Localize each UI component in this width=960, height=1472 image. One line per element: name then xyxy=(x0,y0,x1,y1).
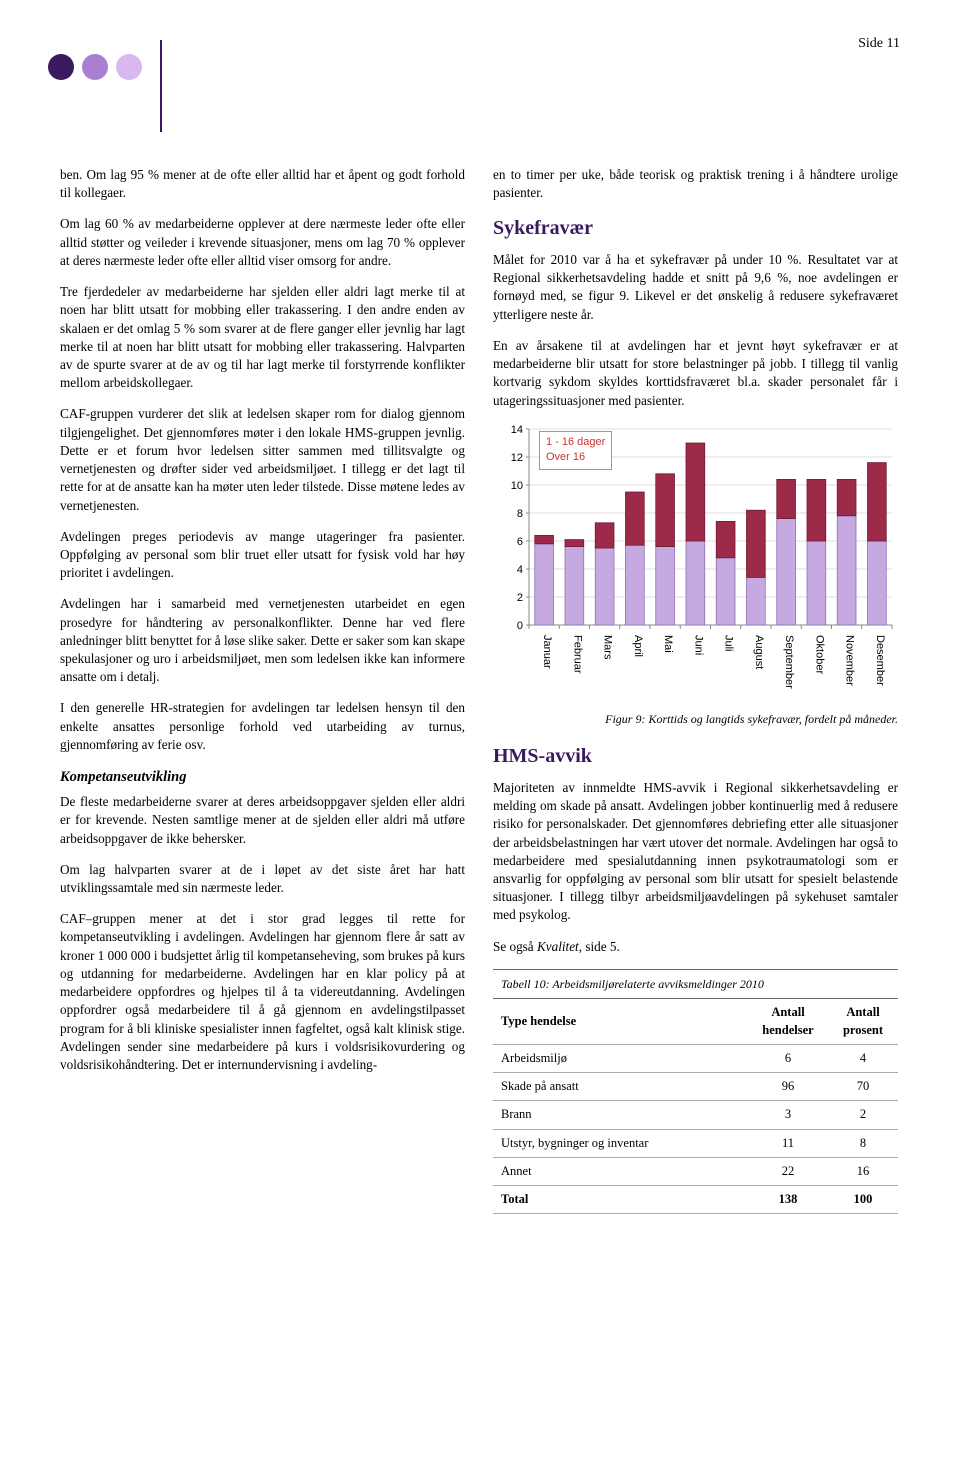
svg-text:0: 0 xyxy=(517,620,523,632)
body-text: Om lag halvparten svarer at de i løpet a… xyxy=(60,861,465,897)
cell-type: Brann xyxy=(493,1101,748,1129)
cell-antall: 22 xyxy=(748,1157,828,1185)
table-row: Arbeidsmiljø64 xyxy=(493,1044,898,1072)
cell-total-antall: 138 xyxy=(748,1186,828,1214)
legend-item-short: 1 - 16 dager xyxy=(546,435,605,450)
svg-text:November: November xyxy=(844,635,856,686)
body-text: Om lag 60 % av medarbeiderne opplever at… xyxy=(60,215,465,270)
col-type: Type hendelse xyxy=(493,999,748,1044)
svg-text:6: 6 xyxy=(517,536,523,548)
svg-text:Juli: Juli xyxy=(723,635,735,652)
body-text: CAF-gruppen vurderer det slik at ledelse… xyxy=(60,405,465,514)
svg-text:Desember: Desember xyxy=(874,635,886,686)
body-text: Avdelingen har i samarbeid med vernetjen… xyxy=(60,595,465,686)
body-text: Avdelingen preges periodevis av mange ut… xyxy=(60,528,465,583)
table-caption: Tabell 10: Arbeidsmiljørelaterte avviksm… xyxy=(493,969,898,1000)
left-column: ben. Om lag 95 % mener at de ofte eller … xyxy=(60,166,465,1214)
svg-text:10: 10 xyxy=(511,480,523,492)
cell-type: Skade på ansatt xyxy=(493,1073,748,1101)
cell-type: Annet xyxy=(493,1157,748,1185)
cell-type: Utstyr, bygninger og inventar xyxy=(493,1129,748,1157)
cell-total-prosent: 100 xyxy=(828,1186,898,1214)
subheading-kompetanse: Kompetanseutvikling xyxy=(60,767,465,787)
svg-text:September: September xyxy=(783,635,795,689)
body-text: Se også Kvalitet, side 5. xyxy=(493,938,898,956)
table-total-row: Total138100 xyxy=(493,1186,898,1214)
cell-prosent: 70 xyxy=(828,1073,898,1101)
dot-3 xyxy=(116,54,142,80)
cell-antall: 3 xyxy=(748,1101,828,1129)
chart-legend: 1 - 16 dager Over 16 xyxy=(539,431,612,470)
svg-text:Mars: Mars xyxy=(602,635,614,660)
sykefravaer-chart: 0 2 4 6 8 10 12 14 Januar Februar Mars April Mai Juni… xyxy=(493,423,898,703)
body-text: ben. Om lag 95 % mener at de ofte eller … xyxy=(60,166,465,202)
heading-hmsavvik: HMS-avvik xyxy=(493,743,898,771)
body-text: en to timer per uke, både teorisk og pra… xyxy=(493,166,898,202)
svg-text:2: 2 xyxy=(517,592,523,604)
body-text: I den generelle HR-strategien for avdeli… xyxy=(60,699,465,754)
legend-item-long: Over 16 xyxy=(546,450,605,465)
dot-1 xyxy=(48,54,74,80)
page-number: Side 11 xyxy=(858,36,900,52)
header-decoration xyxy=(48,54,142,80)
body-text: De fleste medarbeiderne svarer at deres … xyxy=(60,793,465,848)
svg-text:4: 4 xyxy=(517,564,523,576)
cell-prosent: 2 xyxy=(828,1101,898,1129)
svg-text:14: 14 xyxy=(511,424,523,436)
right-column: en to timer per uke, både teorisk og pra… xyxy=(493,166,898,1214)
table-row: Annet2216 xyxy=(493,1157,898,1185)
cell-total-label: Total xyxy=(493,1186,748,1214)
svg-text:8: 8 xyxy=(517,508,523,520)
svg-text:Juni: Juni xyxy=(692,635,704,655)
cell-prosent: 4 xyxy=(828,1044,898,1072)
col-antall: Antall hendelser xyxy=(748,999,828,1044)
table-header-row: Type hendelse Antall hendelser Antall pr… xyxy=(493,999,898,1044)
svg-text:Februar: Februar xyxy=(571,635,583,674)
body-text: Målet for 2010 var å ha et sykefravær på… xyxy=(493,251,898,324)
col-prosent: Antall prosent xyxy=(828,999,898,1044)
heading-sykefravaer: Sykefravær xyxy=(493,215,898,243)
svg-text:April: April xyxy=(632,635,644,657)
two-column-layout: ben. Om lag 95 % mener at de ofte eller … xyxy=(60,166,900,1214)
hms-table: Type hendelse Antall hendelser Antall pr… xyxy=(493,999,898,1214)
svg-text:Oktober: Oktober xyxy=(813,635,825,674)
svg-text:August: August xyxy=(753,635,765,669)
cell-antall: 6 xyxy=(748,1044,828,1072)
cell-type: Arbeidsmiljø xyxy=(493,1044,748,1072)
cell-antall: 11 xyxy=(748,1129,828,1157)
cell-antall: 96 xyxy=(748,1073,828,1101)
vertical-rule xyxy=(160,40,162,132)
svg-text:Januar: Januar xyxy=(541,635,553,669)
body-text: Majoriteten av innmeldte HMS-avvik i Reg… xyxy=(493,779,898,925)
svg-text:12: 12 xyxy=(511,452,523,464)
table-row: Utstyr, bygninger og inventar118 xyxy=(493,1129,898,1157)
body-text: CAF–gruppen mener at det i stor grad leg… xyxy=(60,910,465,1074)
body-text: En av årsakene til at avdelingen har et … xyxy=(493,337,898,410)
cell-prosent: 16 xyxy=(828,1157,898,1185)
dot-2 xyxy=(82,54,108,80)
cell-prosent: 8 xyxy=(828,1129,898,1157)
chart-caption: Figur 9: Korttids og langtids sykefravær… xyxy=(493,711,898,728)
table-row: Brann32 xyxy=(493,1101,898,1129)
table-row: Skade på ansatt9670 xyxy=(493,1073,898,1101)
svg-text:Mai: Mai xyxy=(662,635,674,653)
body-text: Tre fjerdedeler av medarbeiderne har sje… xyxy=(60,283,465,392)
